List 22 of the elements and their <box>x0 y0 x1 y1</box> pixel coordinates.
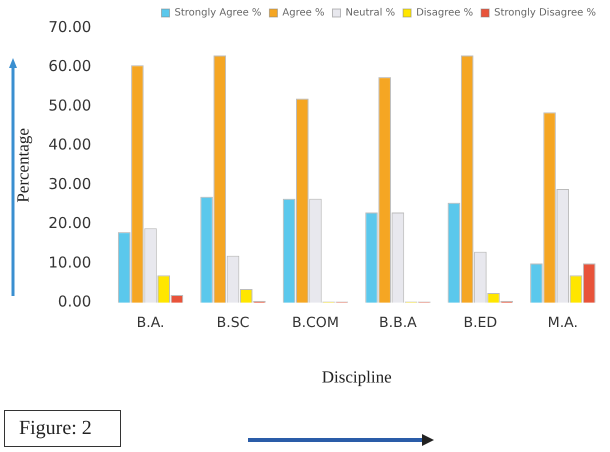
x-tick-label: B.A. <box>136 314 164 331</box>
y-tick-label: 30.00 <box>48 174 92 193</box>
x-tick-label: B.ED <box>463 314 498 331</box>
y-tick-label: 20.00 <box>48 214 92 232</box>
text: Figure: 2 <box>4 410 121 447</box>
y-tick-label: 50.00 <box>48 96 92 114</box>
y-tick-label: 0.00 <box>58 292 92 311</box>
y-tick-label: 70.00 <box>48 18 92 36</box>
legend-label: Neutral % <box>345 8 396 19</box>
x-tick-label: B.SC <box>216 314 250 331</box>
y-axis-title: Percentage <box>14 128 33 203</box>
y-tick-label: 40.00 <box>48 136 92 154</box>
x-axis-title: Discipline <box>322 367 392 386</box>
x-tick-label: M.A. <box>548 314 578 331</box>
legend-label: Agree % <box>282 8 324 19</box>
x-tick-label: B.B.A <box>379 314 418 331</box>
y-tick-label: 10.00 <box>48 253 92 272</box>
legend-label: Disagree % <box>416 8 474 19</box>
x-tick-label: B.COM <box>292 314 339 331</box>
legend-label: Strongly Disagree % <box>494 8 596 19</box>
y-tick-label: 60.00 <box>48 57 92 76</box>
legend-label: Strongly Agree % <box>174 8 262 19</box>
